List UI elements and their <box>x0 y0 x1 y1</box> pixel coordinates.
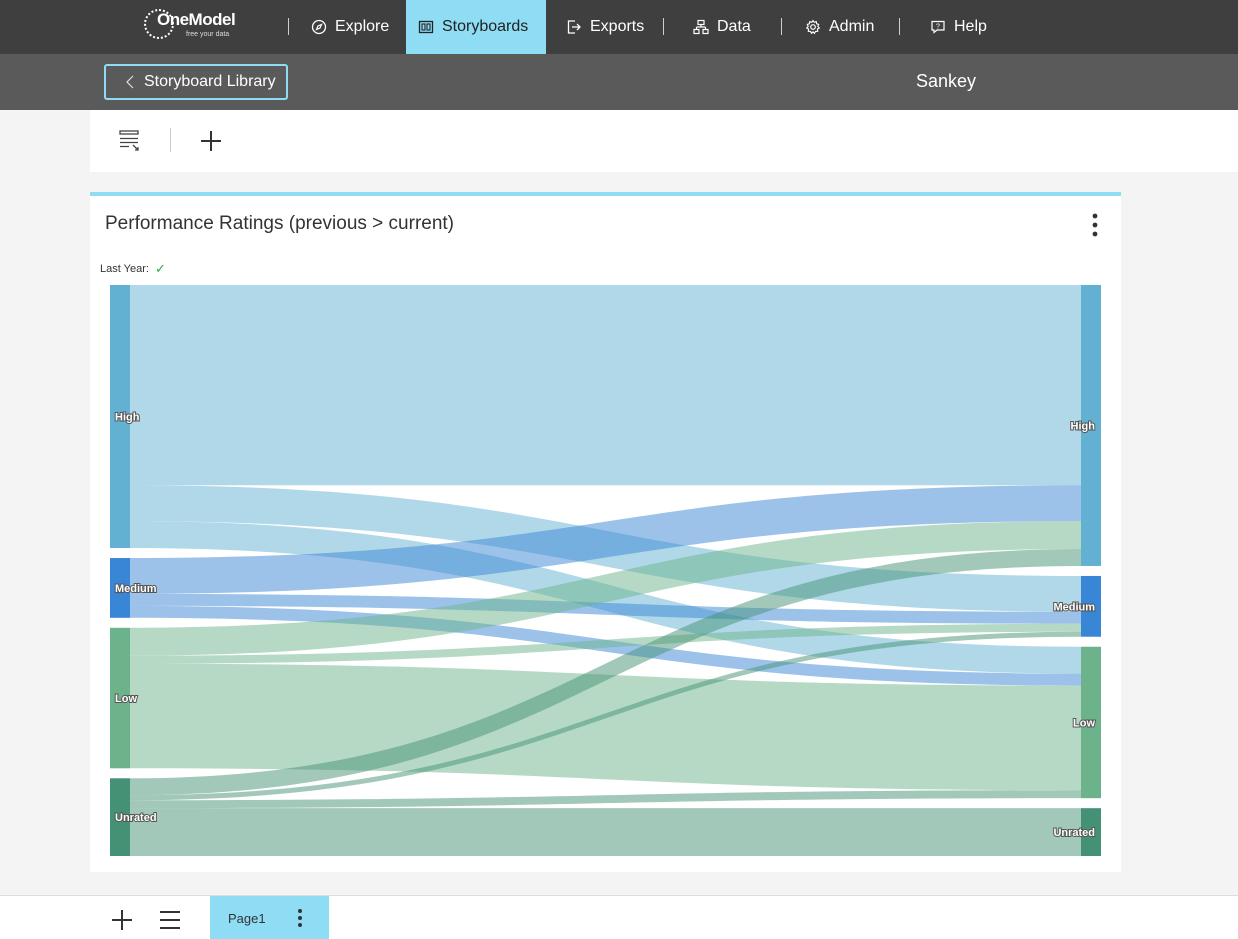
page-tab[interactable]: Page1 <box>210 896 329 939</box>
sankey-node-label: Low <box>115 693 137 705</box>
logo-name: OneModel <box>157 10 236 29</box>
back-label: Storyboard Library <box>144 73 276 90</box>
toolbar-separator <box>170 128 171 152</box>
storyboard-header: Storyboard Library Sankey <box>0 54 1238 110</box>
nav-label: Explore <box>335 18 390 35</box>
nav-separator <box>663 18 664 35</box>
filter-chip[interactable]: Last Year: ✓ <box>100 261 166 277</box>
storyboard-library-button[interactable]: Storyboard Library <box>104 64 288 100</box>
sankey-node-left-unrated[interactable] <box>110 778 130 856</box>
nav-item-explore[interactable]: Explore <box>299 0 401 54</box>
nav-item-exports[interactable]: Exports <box>554 0 656 54</box>
nav-label: Exports <box>590 18 645 35</box>
more-vertical-icon[interactable] <box>1083 212 1107 238</box>
sankey-node-label: Low <box>1073 717 1095 729</box>
sankey-links <box>130 285 1081 856</box>
storyboard-toolbar <box>90 110 1238 172</box>
chart-tile: High Medium Low Unrated High Medium Low Unrated… <box>90 192 1121 872</box>
storyboard-icon <box>418 20 434 34</box>
more-vertical-icon[interactable] <box>297 908 303 928</box>
nav-label: Help <box>954 18 987 35</box>
check-icon: ✓ <box>154 261 166 276</box>
nav-separator <box>899 18 900 35</box>
filter-label: Last Year: <box>100 263 149 275</box>
top-navigation: OneModel free your data Explore Storyboa… <box>0 0 1238 54</box>
sankey-link-unrated-to-low[interactable] <box>130 790 1081 809</box>
onemodel-logo[interactable]: OneModel free your data <box>143 8 263 46</box>
nav-item-storyboards[interactable]: Storyboards <box>406 0 546 54</box>
sankey-chart: High Medium Low Unrated High Medium Low Unrated <box>110 285 1101 856</box>
sankey-node-right-unrated[interactable] <box>1081 808 1101 856</box>
help-chat-icon: ? <box>931 20 945 34</box>
sankey-link-high-to-high[interactable] <box>130 285 1081 486</box>
sankey-node-left-medium[interactable] <box>110 558 130 618</box>
sankey-link-low-to-medium[interactable] <box>130 623 1081 664</box>
sankey-link-unrated-to-high[interactable] <box>130 549 1081 796</box>
nav-label: Storyboards <box>442 18 529 35</box>
sankey-node-label: Unrated <box>1053 827 1095 839</box>
chart-title: Performance Ratings (previous > current) <box>105 213 455 234</box>
export-icon <box>567 20 581 34</box>
nav-label: Admin <box>829 18 875 35</box>
sankey-node-label: High <box>115 412 140 424</box>
nav-label: Data <box>717 18 751 35</box>
page-bar: Page1 <box>0 895 1238 939</box>
data-hierarchy-icon <box>693 19 709 35</box>
nav-item-admin[interactable]: Admin <box>793 0 886 54</box>
nav-item-data[interactable]: Data <box>681 0 763 54</box>
sankey-node-right-medium[interactable] <box>1081 575 1101 637</box>
sankey-node-label: High <box>1071 420 1096 432</box>
sankey-node-label: Unrated <box>115 812 157 824</box>
sankey-link-low-to-high[interactable] <box>130 521 1081 656</box>
sankey-node-right-low[interactable] <box>1081 646 1101 799</box>
sankey-link-unrated-to-medium[interactable] <box>130 631 1081 801</box>
sankey-link-medium-to-high[interactable] <box>130 485 1081 594</box>
logo-ring-icon <box>144 9 174 39</box>
plus-icon[interactable] <box>198 128 224 154</box>
sankey-node-right-high[interactable] <box>1081 285 1101 566</box>
page-title: Sankey <box>915 71 977 91</box>
nav-item-help[interactable]: ? Help <box>918 0 999 54</box>
nav-separator <box>288 18 289 35</box>
add-page-icon[interactable] <box>110 908 134 932</box>
sankey-node-left-low[interactable] <box>110 627 130 769</box>
nav-separator <box>781 18 782 35</box>
sankey-link-unrated-to-unrated[interactable] <box>130 808 1081 856</box>
sankey-link-medium-to-medium[interactable] <box>130 593 1081 624</box>
sankey-node-label: Medium <box>1053 601 1095 613</box>
logo-tagline: free your data <box>186 31 230 38</box>
page-tab-label: Page1 <box>228 910 266 926</box>
sankey-node-label: Medium <box>115 583 157 595</box>
svg-text:?: ? <box>936 24 940 31</box>
compass-icon <box>311 19 327 35</box>
gear-icon <box>805 19 821 35</box>
chevron-left-icon <box>126 75 134 89</box>
filter-list-icon[interactable] <box>117 128 143 154</box>
page-list-icon[interactable] <box>158 908 182 932</box>
sankey-node-left-high[interactable] <box>110 285 130 549</box>
